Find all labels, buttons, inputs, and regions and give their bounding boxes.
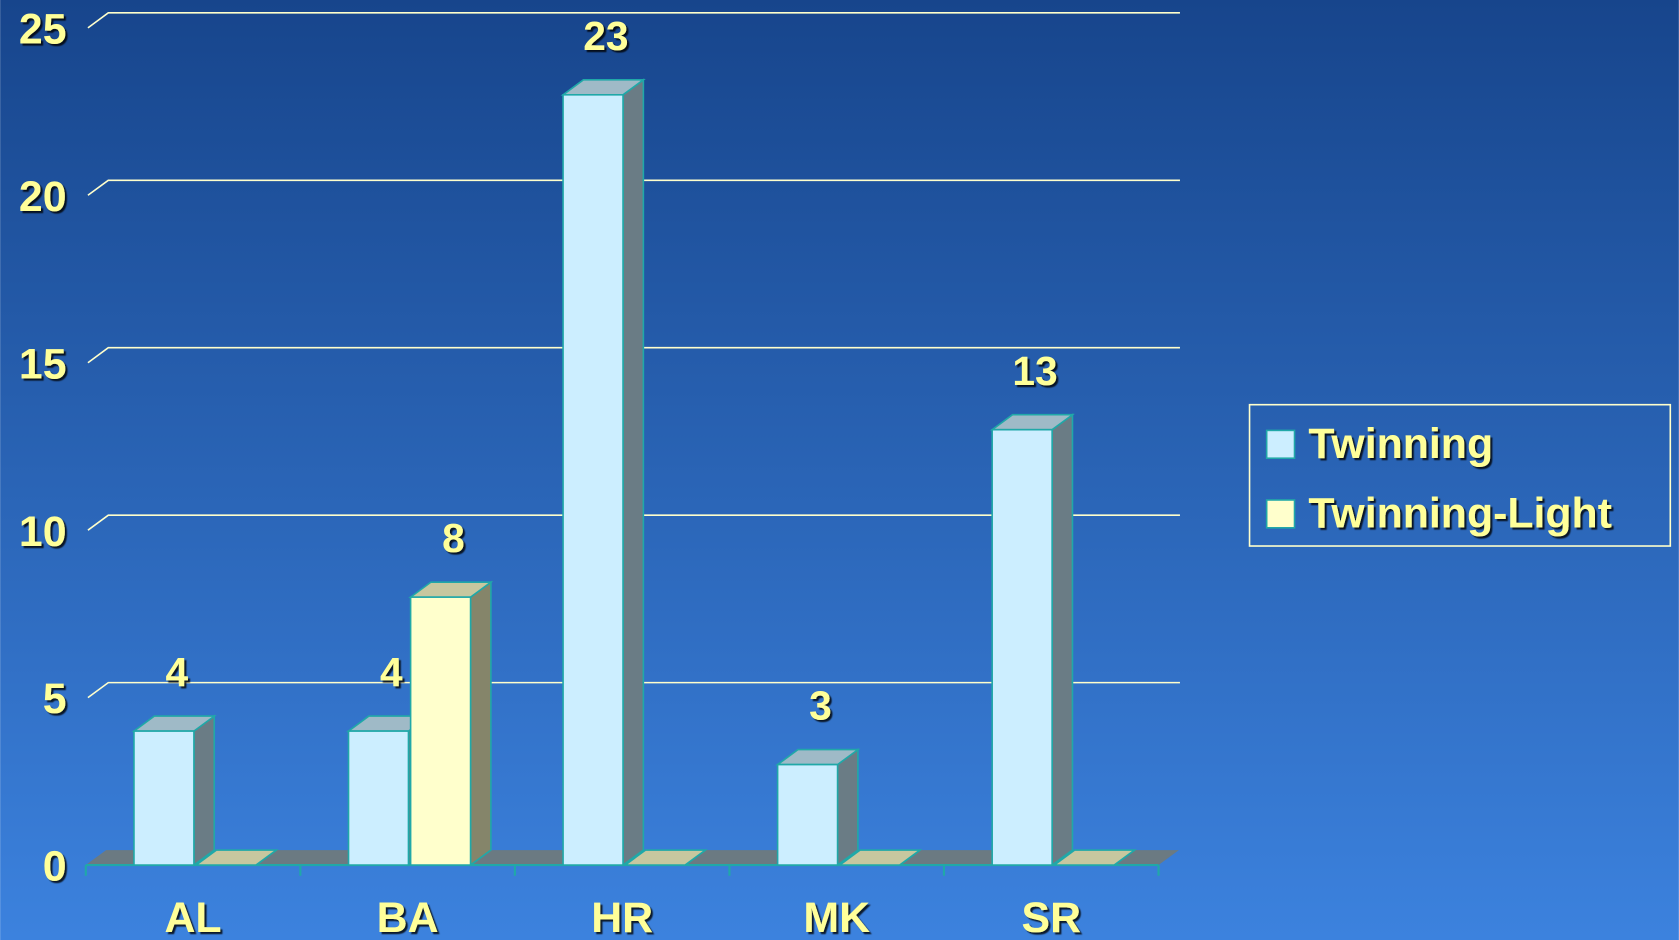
x-tick-label: SR <box>1022 894 1082 940</box>
bar-top <box>622 849 708 866</box>
bar-top <box>1051 849 1138 866</box>
bar-top <box>193 849 279 866</box>
bar-side <box>193 714 216 867</box>
y-tick-label: 5 <box>43 675 67 723</box>
legend-label: Twinning-Light <box>1308 489 1612 537</box>
x-tick-label: BA <box>377 894 439 940</box>
bar-side <box>836 748 859 867</box>
grid-line <box>87 179 1180 196</box>
bar-top <box>837 849 923 866</box>
bar <box>562 94 624 866</box>
y-tick-label: 0 <box>43 843 67 891</box>
bar <box>347 730 410 866</box>
grid-line <box>87 514 1180 531</box>
y-tick-label: 20 <box>19 173 67 221</box>
y-tick-label: 25 <box>19 5 67 53</box>
bar <box>133 730 195 866</box>
data-label: 13 <box>1012 348 1057 394</box>
bar-side <box>622 78 645 867</box>
y-tick-label: 10 <box>19 508 67 556</box>
bar-side <box>1051 413 1074 867</box>
legend-label: Twinning <box>1308 420 1493 468</box>
bar <box>776 763 839 866</box>
data-label: 3 <box>809 683 832 729</box>
data-label: 8 <box>442 515 465 561</box>
y-tick-label: 15 <box>19 340 67 388</box>
bar <box>409 596 472 866</box>
data-label: 23 <box>583 13 628 59</box>
x-tick-label: AL <box>165 894 222 940</box>
bar <box>991 428 1053 866</box>
bar-side <box>469 580 492 867</box>
x-tick-label: MK <box>803 894 870 940</box>
data-label: 4 <box>165 649 188 695</box>
data-label: 4 <box>380 649 403 695</box>
grid-line <box>87 12 1180 29</box>
grid-line <box>87 346 1180 364</box>
legend-box <box>1248 403 1672 547</box>
x-tick-label: HR <box>591 894 653 940</box>
grid-line <box>87 681 1180 699</box>
legend-swatch <box>1265 429 1296 460</box>
legend-swatch <box>1265 499 1296 529</box>
